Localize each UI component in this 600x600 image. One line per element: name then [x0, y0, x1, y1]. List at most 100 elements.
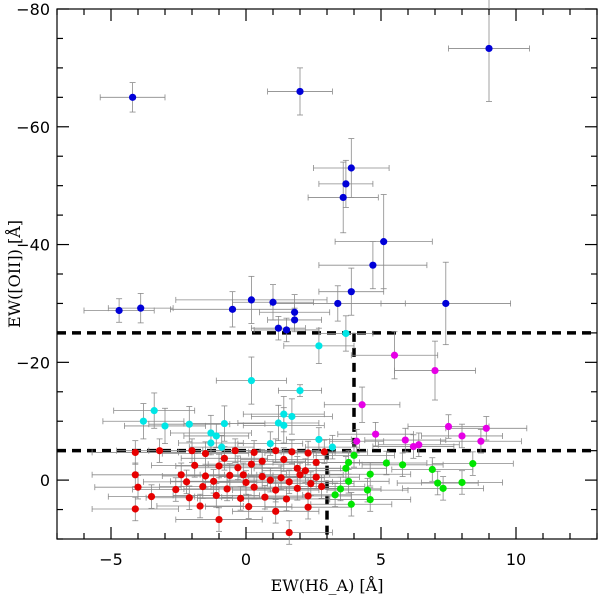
red-data-point — [296, 471, 304, 479]
red-data-point — [131, 448, 139, 457]
red-data-point — [312, 473, 320, 481]
green-data-point — [458, 478, 466, 487]
y-tick-label: −40 — [16, 236, 50, 255]
red-data-point — [258, 472, 266, 481]
x-tick-label: 0 — [241, 550, 251, 569]
data-points — [115, 44, 493, 537]
red-data-point — [282, 495, 291, 503]
x-tick-labels: −5 0 5 10 — [99, 550, 526, 569]
red-data-point — [258, 457, 266, 465]
blue-data-point — [485, 44, 493, 53]
red-data-point — [261, 493, 269, 501]
blue-data-point — [347, 164, 355, 172]
y-tick-label: −80 — [16, 0, 50, 19]
red-data-point — [312, 458, 320, 467]
red-data-point — [201, 450, 210, 458]
red-data-point — [242, 478, 250, 487]
red-data-point — [212, 491, 220, 500]
blue-data-point — [137, 304, 145, 312]
red-data-point — [250, 483, 258, 491]
green-data-point — [347, 500, 355, 508]
magenta-data-point — [415, 441, 423, 449]
green-data-point — [336, 485, 345, 493]
cyan-point-errorbar — [277, 384, 323, 397]
red-data-point — [201, 472, 210, 480]
magenta-data-point — [401, 436, 409, 444]
red-data-point — [304, 449, 312, 457]
blue-data-point — [129, 93, 137, 101]
magenta-data-point — [458, 432, 466, 440]
blue-data-point — [296, 87, 304, 96]
y-tick-label: 0 — [40, 471, 50, 490]
red-data-point — [272, 486, 280, 494]
green-data-point — [331, 491, 339, 499]
green-data-point — [382, 459, 390, 467]
red-data-point — [223, 485, 231, 493]
blue-data-point — [291, 316, 299, 324]
red-data-point — [272, 447, 280, 455]
red-data-point — [277, 474, 285, 482]
green-data-point — [363, 486, 372, 494]
cyan-data-point — [280, 421, 288, 429]
green-data-point — [366, 470, 374, 478]
red-data-point — [307, 480, 315, 488]
red-data-point — [185, 494, 193, 502]
cyan-data-point — [185, 420, 193, 428]
x-tick-label: 10 — [506, 550, 526, 569]
magenta-data-point — [431, 366, 439, 375]
cyan-data-point — [220, 419, 228, 428]
cyan-data-point — [247, 376, 255, 385]
y-tick-label: −60 — [16, 118, 50, 137]
red-data-point — [234, 464, 242, 472]
cyan-data-point — [150, 407, 158, 415]
blue-data-point — [228, 305, 237, 313]
cyan-data-point — [342, 329, 350, 338]
blue-data-point — [369, 261, 377, 269]
blue-data-point — [247, 296, 255, 304]
cyan-data-point — [218, 443, 226, 451]
red-data-point — [196, 502, 204, 510]
red-data-point — [231, 447, 239, 455]
x-tick-label: 5 — [376, 550, 386, 569]
magenta-data-point — [482, 424, 490, 432]
cyan-data-point — [274, 419, 282, 427]
red-data-point — [245, 503, 253, 511]
blue-data-point — [334, 299, 342, 308]
magenta-data-point — [390, 351, 399, 359]
red-data-point — [156, 447, 164, 455]
green-data-point — [366, 495, 374, 504]
magenta-data-point — [477, 437, 485, 445]
red-data-point — [250, 448, 258, 457]
blue-data-point — [442, 299, 450, 308]
red-data-point — [226, 471, 234, 479]
cyan-data-point — [161, 422, 169, 430]
red-data-point — [293, 484, 301, 492]
cyan-data-point — [280, 410, 288, 418]
red-data-point — [304, 492, 312, 500]
cyan-data-point — [207, 439, 215, 447]
magenta-data-point — [358, 401, 366, 409]
cyan-data-point — [328, 443, 336, 451]
red-data-point — [304, 503, 312, 511]
red-data-point — [293, 464, 301, 472]
cyan-data-point — [139, 417, 147, 425]
green-data-point — [439, 484, 447, 492]
error-bars — [83, 0, 530, 545]
red-data-point — [131, 505, 139, 513]
blue-data-point — [274, 324, 282, 332]
red-data-point — [272, 507, 280, 515]
green-data-point — [399, 461, 407, 469]
green-data-point — [345, 458, 353, 467]
red-data-point — [285, 478, 293, 486]
cyan-data-point — [288, 412, 296, 421]
red-data-point — [237, 494, 245, 502]
cyan-data-point — [266, 440, 274, 448]
blue-data-point — [282, 326, 291, 334]
red-data-point — [215, 515, 223, 524]
green-data-point — [469, 460, 477, 468]
y-tick-labels: −80 −60 −40 −20 0 — [16, 0, 50, 490]
cyan-data-point — [296, 387, 304, 395]
blue-data-point — [342, 180, 350, 188]
green-data-point — [345, 477, 353, 485]
